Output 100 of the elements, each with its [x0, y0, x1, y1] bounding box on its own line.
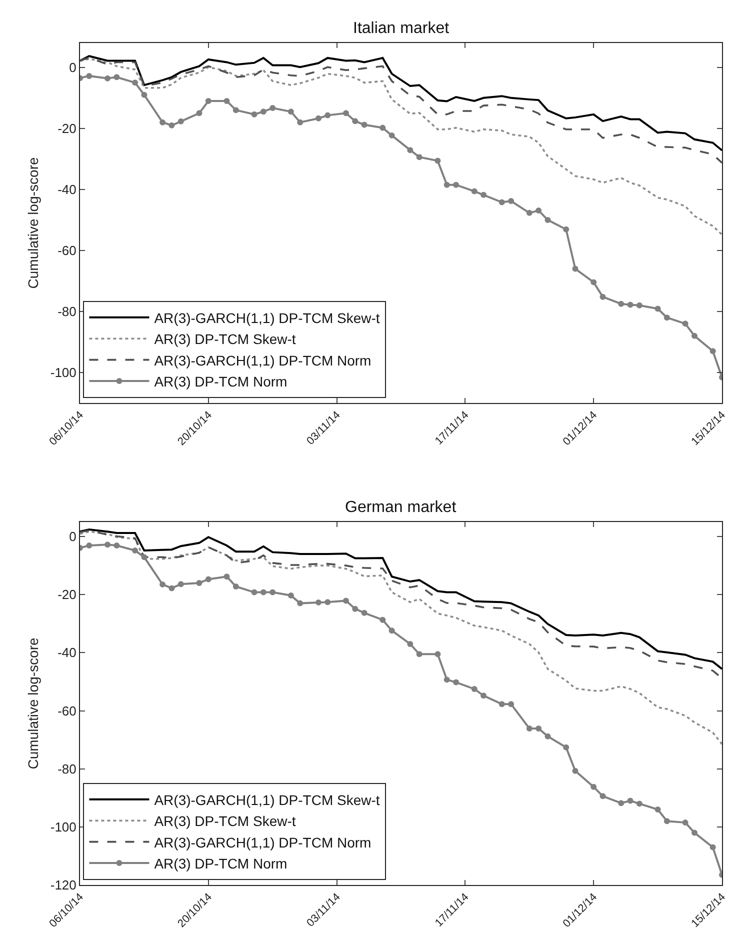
point [315, 599, 322, 606]
point [544, 216, 551, 223]
point [315, 115, 322, 122]
point [270, 104, 276, 111]
point [618, 800, 624, 806]
point [324, 599, 331, 606]
point [627, 798, 634, 804]
chart-title: Italian market [353, 20, 450, 37]
point [627, 302, 634, 308]
point [526, 725, 532, 732]
point [480, 192, 487, 198]
point [572, 266, 578, 272]
point [471, 686, 478, 692]
point [168, 122, 175, 128]
point [361, 122, 368, 128]
y-tick-label: 0 [69, 60, 76, 75]
point [664, 818, 670, 824]
y-tick-label: -100 [50, 819, 76, 834]
point [178, 118, 184, 124]
point [114, 542, 120, 549]
point [361, 610, 368, 616]
point [654, 306, 661, 312]
point [297, 119, 304, 126]
point [114, 74, 120, 80]
y-tick-label: -80 [58, 761, 76, 776]
point [178, 581, 184, 588]
point [471, 188, 478, 194]
point [536, 725, 542, 732]
point [480, 692, 487, 699]
point [444, 182, 450, 188]
point [196, 110, 202, 116]
point [444, 676, 450, 683]
point [618, 300, 624, 307]
y-tick-label: 0 [69, 529, 76, 544]
legend-label: AR(3) DP-TCM Skew-t [154, 331, 296, 348]
point [682, 320, 688, 327]
point [86, 72, 92, 79]
point [600, 294, 606, 300]
point [388, 132, 395, 138]
point [260, 108, 266, 115]
point [205, 98, 212, 104]
y-axis-title: Cumulative log-score [24, 638, 41, 770]
point [536, 207, 542, 214]
point [691, 830, 698, 836]
point [297, 600, 304, 606]
point [388, 628, 395, 634]
point [352, 606, 358, 612]
point [710, 348, 716, 354]
point [434, 158, 441, 164]
point [508, 701, 514, 708]
legend-label: AR(3)-GARCH(1,1) DP-TCM Norm [154, 352, 372, 368]
y-tick-label: -40 [58, 645, 76, 660]
y-tick-label: -20 [58, 120, 76, 136]
line-series [80, 58, 722, 236]
y-tick-label: -20 [58, 587, 76, 602]
point [654, 806, 661, 812]
point [498, 701, 505, 708]
point [270, 589, 276, 596]
point [710, 844, 716, 850]
point [407, 147, 414, 154]
point [544, 733, 551, 740]
point [526, 210, 532, 216]
y-tick-label: -40 [58, 182, 76, 197]
point [590, 279, 597, 286]
point [260, 589, 266, 596]
point [416, 154, 422, 160]
y-tick-label: -100 [50, 365, 76, 380]
point [498, 199, 505, 206]
point [232, 107, 239, 114]
point [224, 98, 230, 104]
point [160, 119, 166, 126]
point [132, 547, 138, 554]
point [104, 75, 111, 82]
point [168, 585, 175, 592]
point [288, 592, 294, 598]
point [324, 112, 331, 118]
point [636, 800, 642, 807]
legend-label: AR(3)-GARCH(1,1) DP-TCM Skew-t [154, 792, 380, 808]
legend-label: AR(3)-GARCH(1,1) DP-TCM Norm [154, 834, 372, 850]
point [572, 768, 578, 774]
point [104, 542, 111, 548]
legend-label: AR(3) DP-TCM Skew-t [154, 813, 296, 830]
point [563, 226, 570, 232]
point [232, 583, 239, 590]
point [590, 784, 597, 790]
y-tick-label: -60 [58, 703, 76, 718]
point [141, 92, 148, 98]
point [224, 574, 230, 580]
point [453, 182, 460, 188]
point [636, 302, 642, 308]
point [563, 744, 570, 750]
legend-label: AR(3) DP-TCM Norm [154, 855, 288, 872]
legend-label: AR(3)-GARCH(1,1) DP-TCM Skew-t [154, 310, 380, 326]
y-tick-label: -80 [58, 304, 76, 320]
point [352, 118, 358, 124]
point [380, 124, 386, 131]
y-tick-label: -120 [50, 878, 76, 893]
point [600, 793, 606, 800]
point [407, 640, 414, 647]
point [251, 111, 258, 118]
